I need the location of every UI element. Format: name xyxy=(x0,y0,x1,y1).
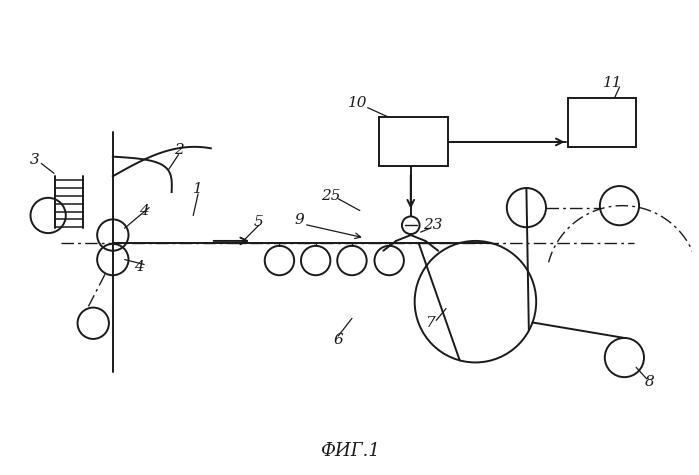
Text: 4: 4 xyxy=(139,204,149,218)
Text: 9: 9 xyxy=(294,213,304,228)
Text: 5: 5 xyxy=(254,215,264,229)
Text: 25: 25 xyxy=(321,189,340,203)
Text: 4: 4 xyxy=(134,260,144,275)
Text: ФИГ.1: ФИГ.1 xyxy=(320,442,380,460)
Text: 11: 11 xyxy=(603,76,622,90)
Text: 1: 1 xyxy=(193,182,203,196)
Bar xyxy=(380,117,448,166)
Text: 23: 23 xyxy=(424,218,443,232)
Text: 8: 8 xyxy=(645,375,655,389)
Text: 2: 2 xyxy=(173,143,183,157)
Text: 7: 7 xyxy=(426,316,435,330)
Text: 6: 6 xyxy=(333,333,343,347)
Text: 10: 10 xyxy=(348,96,368,110)
Text: 3: 3 xyxy=(29,152,39,167)
Bar xyxy=(568,98,636,147)
